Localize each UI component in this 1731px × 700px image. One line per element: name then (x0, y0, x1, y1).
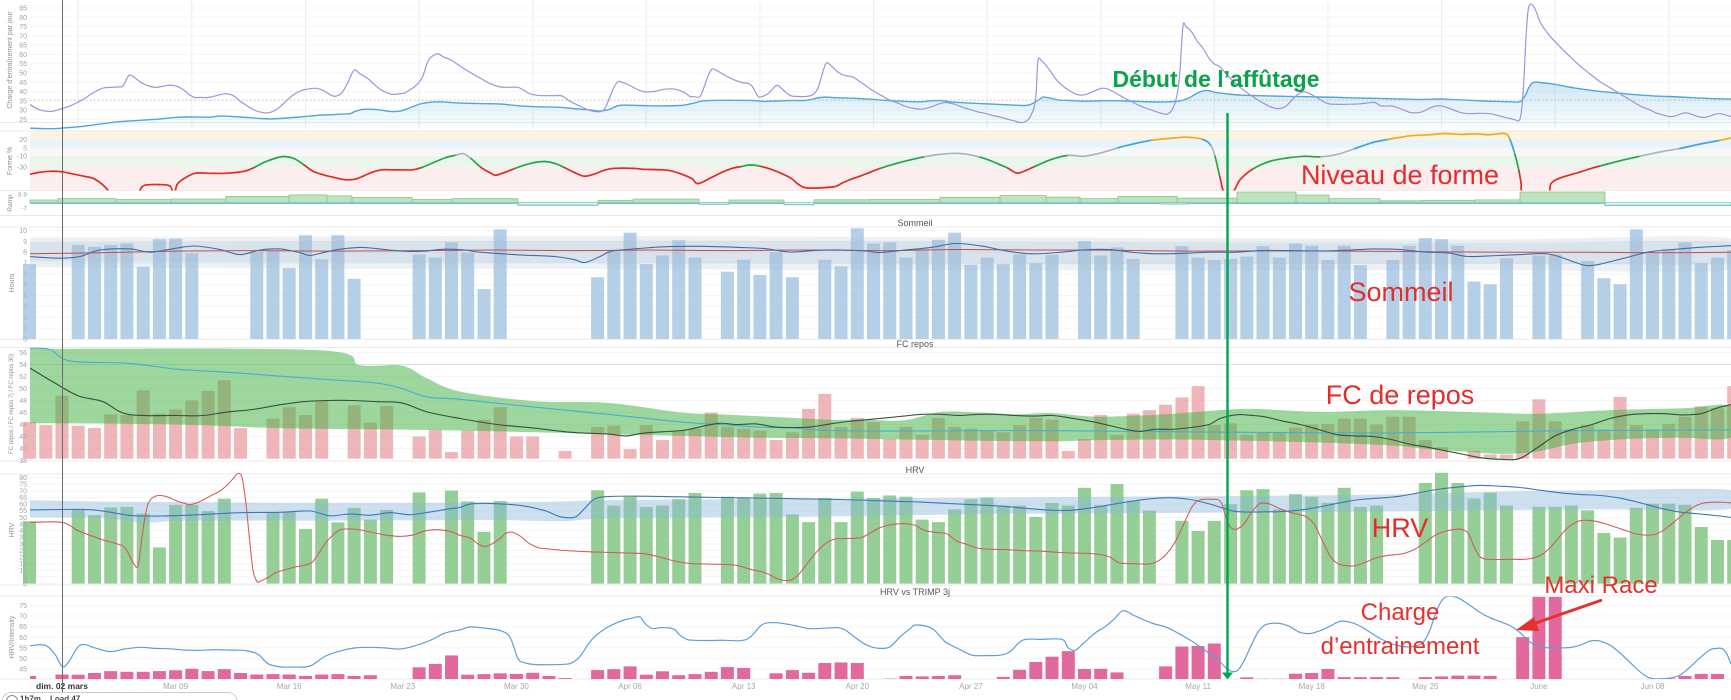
svg-text:45: 45 (19, 80, 27, 87)
svg-text:55: 55 (19, 61, 27, 68)
svg-text:60: 60 (19, 635, 27, 642)
svg-text:55: 55 (19, 645, 27, 652)
svg-text:75: 75 (19, 482, 27, 489)
svg-text:75: 75 (19, 24, 27, 31)
svg-text:5: 5 (23, 145, 27, 152)
svg-text:60: 60 (19, 502, 27, 509)
svg-text:80: 80 (19, 15, 27, 22)
svg-text:HRV/Intensity: HRV/Intensity (9, 615, 16, 658)
svg-text:10: 10 (19, 228, 27, 235)
svg-text:45: 45 (19, 667, 27, 674)
svg-text:70: 70 (19, 33, 27, 40)
svg-text:-7: -7 (21, 206, 27, 213)
svg-text:35: 35 (19, 98, 27, 105)
svg-text:85: 85 (19, 6, 27, 13)
svg-text:May 25: May 25 (1412, 682, 1439, 691)
svg-text:FC de repos: FC de repos (1326, 380, 1475, 410)
svg-text:75: 75 (19, 603, 27, 610)
svg-text:Jun 08: Jun 08 (1640, 682, 1665, 691)
svg-text:30: 30 (19, 108, 27, 115)
svg-text:-10: -10 (17, 154, 27, 161)
svg-text:Charge d’entraînement par jour: Charge d’entraînement par jour (7, 11, 14, 109)
svg-text:25: 25 (19, 117, 27, 124)
svg-text:Load 47: Load 47 (50, 695, 81, 700)
svg-text:50: 50 (19, 71, 27, 78)
svg-text:8: 8 (23, 250, 27, 257)
svg-text:May 11: May 11 (1185, 682, 1211, 691)
svg-text:55: 55 (19, 508, 27, 515)
svg-text:20: 20 (19, 137, 27, 144)
svg-text:65: 65 (19, 624, 27, 631)
svg-text:Début de l’affûtage: Début de l’affûtage (1112, 66, 1319, 92)
svg-text:50: 50 (19, 386, 27, 393)
svg-text:56: 56 (19, 350, 27, 357)
svg-text:May 18: May 18 (1299, 682, 1326, 691)
svg-text:Forme %: Forme % (7, 147, 14, 175)
svg-text:HRV: HRV (1372, 513, 1429, 543)
svg-text:HRV: HRV (906, 465, 925, 475)
svg-text:0: 0 (23, 581, 27, 588)
svg-text:9: 9 (23, 239, 27, 246)
svg-text:Mar 23: Mar 23 (390, 682, 415, 691)
svg-text:Maxi Race: Maxi Race (1544, 572, 1657, 599)
svg-text:HRV: HRV (9, 522, 16, 537)
svg-text:48: 48 (19, 398, 27, 405)
svg-text:8.9: 8.9 (18, 192, 27, 199)
svg-text:70: 70 (19, 614, 27, 621)
svg-text:65: 65 (19, 43, 27, 50)
svg-text:60: 60 (19, 52, 27, 59)
svg-text:Hours: Hours (9, 273, 16, 292)
svg-text:Apr 13: Apr 13 (732, 682, 756, 691)
svg-text:Ramp: Ramp (7, 194, 14, 212)
svg-text:65: 65 (19, 495, 27, 502)
svg-text:Apr 27: Apr 27 (959, 682, 983, 691)
svg-text:1h7m: 1h7m (20, 695, 41, 700)
svg-text:Apr 06: Apr 06 (618, 682, 642, 691)
svg-text:Mar 30: Mar 30 (504, 682, 529, 691)
svg-text:Mar 16: Mar 16 (277, 682, 302, 691)
svg-text:HRV vs TRIMP 3j: HRV vs TRIMP 3j (880, 587, 950, 597)
svg-text:Charge: Charge (1361, 599, 1440, 626)
svg-text:Niveau de forme: Niveau de forme (1301, 160, 1499, 190)
svg-text:Sommeil: Sommeil (897, 218, 932, 228)
svg-text:52: 52 (19, 374, 27, 381)
svg-text:70: 70 (19, 488, 27, 495)
svg-text:0: 0 (23, 337, 27, 344)
svg-text:June: June (1530, 682, 1548, 691)
svg-text:d’entrainement: d’entrainement (1321, 633, 1480, 660)
svg-text:54: 54 (19, 362, 27, 369)
svg-text:Sommeil: Sommeil (1348, 277, 1453, 307)
svg-text:FC repos: FC repos (896, 339, 934, 349)
svg-text:50: 50 (19, 515, 27, 522)
svg-text:Apr 20: Apr 20 (846, 682, 870, 691)
svg-text:40: 40 (19, 89, 27, 96)
svg-text:50: 50 (19, 656, 27, 663)
svg-text:-30: -30 (17, 165, 27, 172)
svg-text:Mar 09: Mar 09 (163, 682, 188, 691)
svg-text:May 04: May 04 (1071, 682, 1098, 691)
svg-text:38: 38 (19, 458, 27, 465)
svg-text:FC repos / FC repos 7j / FC re: FC repos / FC repos 7j / FC repos 30j (9, 354, 15, 454)
svg-text:80: 80 (19, 475, 27, 482)
svg-text:46: 46 (19, 410, 27, 417)
